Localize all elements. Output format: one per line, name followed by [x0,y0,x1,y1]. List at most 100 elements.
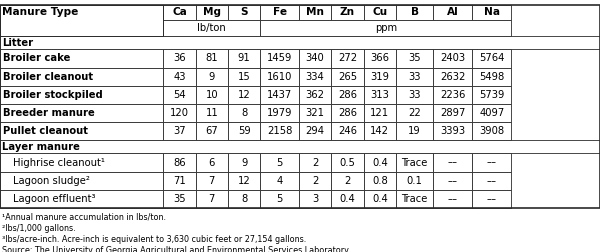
Text: 67: 67 [205,126,218,136]
Text: Lagoon sludge²: Lagoon sludge² [13,176,90,186]
Text: Source: The University of Georgia Agricultural and Environmental Services Labora: Source: The University of Georgia Agricu… [2,246,350,252]
Bar [0,172,163,190]
Bar [163,86,196,104]
Text: 33: 33 [409,90,421,100]
Text: 5: 5 [277,158,283,168]
Text: 2: 2 [312,158,318,168]
Bar [331,172,364,190]
Bar [228,122,260,140]
Bar [364,172,396,190]
Bar [260,49,299,68]
Text: 71: 71 [173,176,186,186]
Bar [472,49,511,68]
Bar [163,68,196,86]
Bar [433,104,472,122]
Text: Highrise cleanout¹: Highrise cleanout¹ [13,158,105,168]
Bar [396,86,433,104]
Text: 313: 313 [370,90,389,100]
Bar [0,86,163,104]
Bar [163,5,196,20]
Bar [163,104,196,122]
Text: 321: 321 [305,108,325,118]
Bar [196,153,228,172]
Text: ––: –– [487,194,497,204]
Bar [163,190,196,208]
Text: 43: 43 [173,72,185,82]
Text: 4097: 4097 [479,108,505,118]
Text: 2897: 2897 [440,108,466,118]
Text: 12: 12 [238,176,251,186]
Bar [364,104,396,122]
Bar [196,86,228,104]
Text: 120: 120 [170,108,189,118]
Bar [260,122,299,140]
Bar [299,190,331,208]
Text: 33: 33 [409,72,421,82]
Text: 246: 246 [338,126,357,136]
Text: Cu: Cu [372,8,388,17]
Bar [0,140,600,153]
Bar [472,68,511,86]
Bar [331,104,364,122]
Text: 366: 366 [370,53,389,64]
Text: 3908: 3908 [479,126,504,136]
Bar [0,5,163,36]
Bar [299,86,331,104]
Bar [196,49,228,68]
Bar [364,122,396,140]
Text: 1979: 1979 [267,108,292,118]
Bar [433,86,472,104]
Bar [299,172,331,190]
Bar [228,68,260,86]
Text: Trace: Trace [401,194,428,204]
Bar [163,172,196,190]
Bar [364,5,396,20]
Bar [472,153,511,172]
Text: 5: 5 [277,194,283,204]
Bar [228,172,260,190]
Text: ––: –– [487,158,497,168]
Text: 334: 334 [305,72,325,82]
Bar [331,68,364,86]
Bar [472,190,511,208]
Bar [331,5,364,20]
Bar [433,122,472,140]
Bar [228,104,260,122]
Text: 22: 22 [408,108,421,118]
Text: 35: 35 [408,53,421,64]
Bar [163,20,260,36]
Text: 0.8: 0.8 [372,176,388,186]
Text: 0.5: 0.5 [340,158,355,168]
Text: B: B [410,8,419,17]
Text: 319: 319 [370,72,389,82]
Text: ²lbs/1,000 gallons.: ²lbs/1,000 gallons. [2,224,76,233]
Bar [433,49,472,68]
Text: ––: –– [448,194,458,204]
Bar [196,104,228,122]
Bar [472,86,511,104]
Text: Breeder manure: Breeder manure [3,108,95,118]
Bar [260,153,299,172]
Text: Litter: Litter [2,38,34,48]
Bar [396,49,433,68]
Bar [396,68,433,86]
Text: 54: 54 [173,90,186,100]
Bar [299,122,331,140]
Text: ––: –– [487,176,497,186]
Text: 9: 9 [209,72,215,82]
Bar [196,5,228,20]
Text: ––: –– [448,176,458,186]
Bar [0,104,163,122]
Text: Na: Na [484,8,500,17]
Bar [472,122,511,140]
Bar [228,153,260,172]
Bar [228,49,260,68]
Bar [0,190,163,208]
Text: 0.1: 0.1 [407,176,422,186]
Text: 1610: 1610 [267,72,292,82]
Text: 7: 7 [209,176,215,186]
Bar [260,5,299,20]
Text: 5764: 5764 [479,53,505,64]
Text: Pullet cleanout: Pullet cleanout [3,126,88,136]
Bar [396,190,433,208]
